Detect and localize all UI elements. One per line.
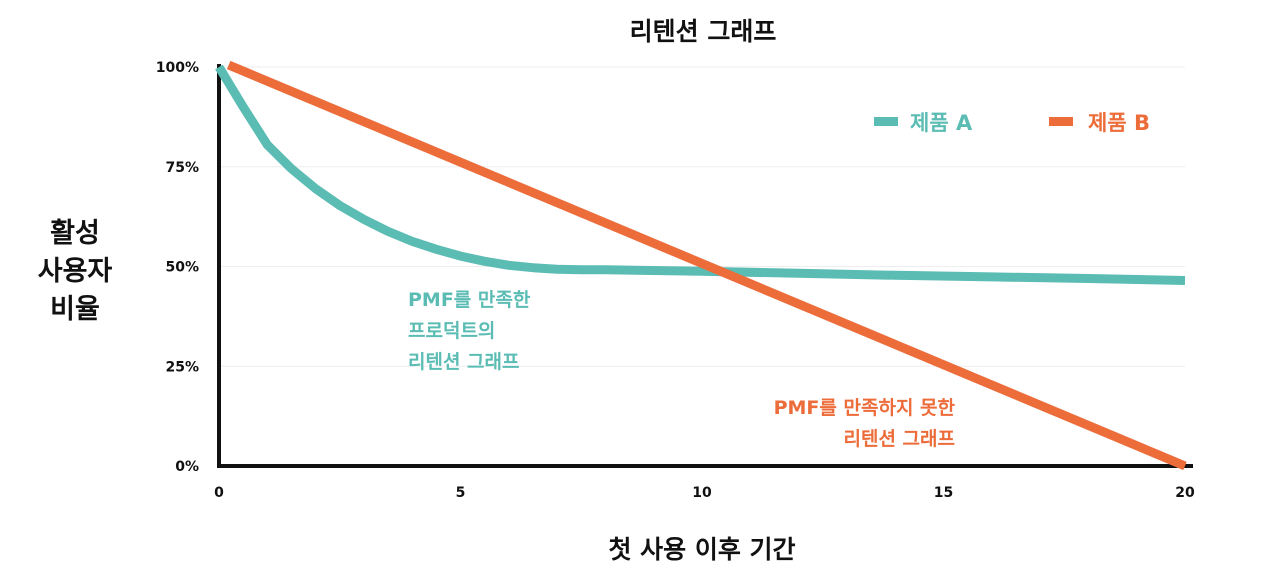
y-axis-label-line: 사용자: [38, 256, 113, 287]
legend-swatch: [1049, 117, 1073, 126]
y-tick-label: 50%: [165, 260, 199, 276]
legend: 제품 A 제품 B: [874, 111, 1150, 135]
y-tick-label: 0%: [175, 459, 199, 475]
y-axis-label-line: 비율: [50, 294, 100, 325]
legend-label: 제품 B: [1088, 111, 1150, 135]
annotation-line: PMF를 만족한: [408, 289, 531, 311]
y-tick-label: 75%: [165, 160, 199, 176]
grid-lines: [219, 66, 1185, 367]
annotation-line: PMF를 만족하지 못한: [774, 397, 956, 419]
series-b-line: [226, 60, 1187, 471]
x-axis-ticks: 0 5 10 15 20: [214, 485, 1195, 501]
series-a-line: [215, 64, 1186, 285]
legend-label: 제품 A: [910, 111, 973, 135]
x-tick-label: 10: [692, 485, 712, 501]
x-tick-label: 0: [214, 485, 224, 501]
y-tick-label: 100%: [156, 60, 199, 76]
y-tick-label: 25%: [165, 359, 199, 375]
y-axis-ticks: 0% 25% 50% 75% 100%: [156, 60, 199, 475]
x-tick-label: 5: [456, 485, 466, 501]
x-tick-label: 20: [1175, 485, 1195, 501]
annotation-line: 리텐션 그래프: [408, 351, 520, 373]
annotation-line: 프로덕트의: [408, 320, 495, 342]
legend-swatch: [874, 117, 898, 126]
y-axis-label-line: 활성: [50, 218, 100, 249]
chart-title: 리텐션 그래프: [630, 17, 777, 46]
annotation-line: 리텐션 그래프: [844, 428, 956, 450]
x-tick-label: 15: [934, 485, 953, 501]
series-lines: [215, 60, 1187, 471]
x-axis-label: 첫 사용 이후 기간: [608, 535, 795, 564]
